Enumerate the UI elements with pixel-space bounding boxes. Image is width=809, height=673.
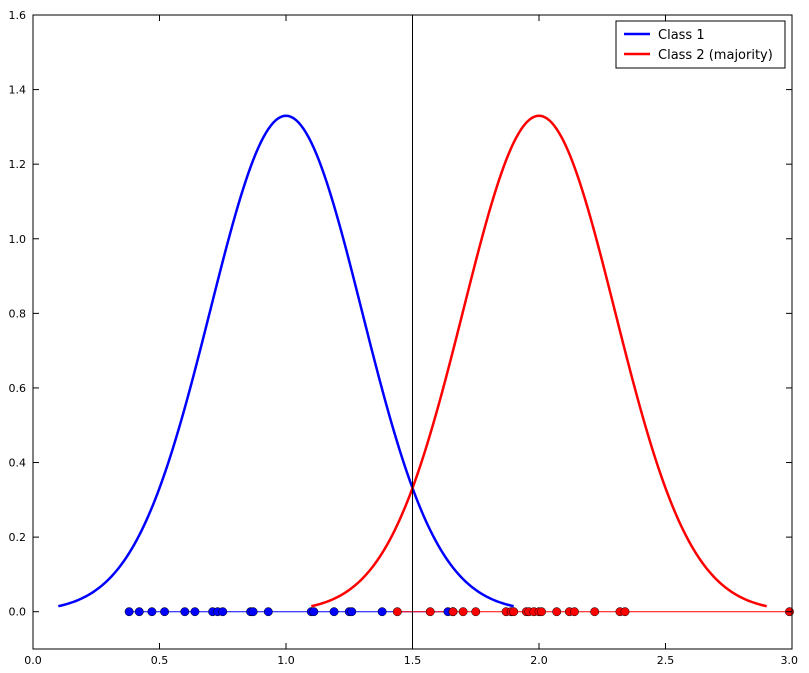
y-axis: 0.0 0.2 0.4 0.6 0.8 1.0 1.2 1.4 1.6 xyxy=(9,9,792,619)
series-1-point xyxy=(190,607,200,617)
y-tick-label: 1.0 xyxy=(9,233,27,246)
plot-area xyxy=(58,15,794,649)
y-tick-label: 0.8 xyxy=(9,307,27,320)
series-2-point xyxy=(392,607,402,617)
series-2-point xyxy=(569,607,579,617)
y-tick-label: 0.6 xyxy=(9,382,27,395)
series-1-point xyxy=(218,607,228,617)
series-2-point xyxy=(509,607,519,617)
x-axis: 0.0 0.5 1.0 1.5 2.0 2.5 3.0 xyxy=(24,15,798,667)
series-1-point xyxy=(147,607,157,617)
y-tick-label: 0.2 xyxy=(9,531,27,544)
x-tick-label: 3.0 xyxy=(781,654,799,667)
series-2-point xyxy=(458,607,468,617)
series-1-point xyxy=(180,607,190,617)
series-1-point xyxy=(263,607,273,617)
x-tick-label: 1.5 xyxy=(404,654,422,667)
series-1-curve xyxy=(58,114,514,608)
series-2-point xyxy=(620,607,630,617)
series-1-point xyxy=(309,607,319,617)
series-2-curve xyxy=(311,114,767,608)
y-tick-label: 1.2 xyxy=(9,158,27,171)
series-1-point xyxy=(134,607,144,617)
x-tick-label: 1.0 xyxy=(277,654,295,667)
series-2-point xyxy=(537,607,546,617)
x-tick-label: 2.5 xyxy=(657,654,675,667)
series-2-point xyxy=(471,607,481,617)
series-1-point xyxy=(329,607,339,617)
series-1-point xyxy=(124,607,134,617)
x-tick-label: 2.0 xyxy=(530,654,548,667)
legend-label: Class 1 xyxy=(658,28,705,43)
legend: Class 1 Class 2 (majority) xyxy=(615,20,786,69)
legend-label: Class 2 (majority) xyxy=(658,48,773,63)
series-2-point xyxy=(590,607,600,617)
series-1-point xyxy=(160,607,170,617)
y-tick-label: 1.4 xyxy=(9,84,27,97)
series-2-point xyxy=(552,607,562,617)
y-tick-label: 1.6 xyxy=(9,9,27,22)
x-tick-label: 0.0 xyxy=(24,654,42,667)
y-tick-label: 0.4 xyxy=(9,457,27,470)
series-1-point xyxy=(347,607,357,617)
x-tick-label: 0.5 xyxy=(151,654,169,667)
series-2-point xyxy=(448,607,458,617)
y-tick-label: 0.0 xyxy=(9,606,27,619)
series-1-point xyxy=(377,607,387,617)
series-1-point xyxy=(248,607,258,617)
series-2-point xyxy=(425,607,435,617)
legend-box xyxy=(615,20,786,69)
